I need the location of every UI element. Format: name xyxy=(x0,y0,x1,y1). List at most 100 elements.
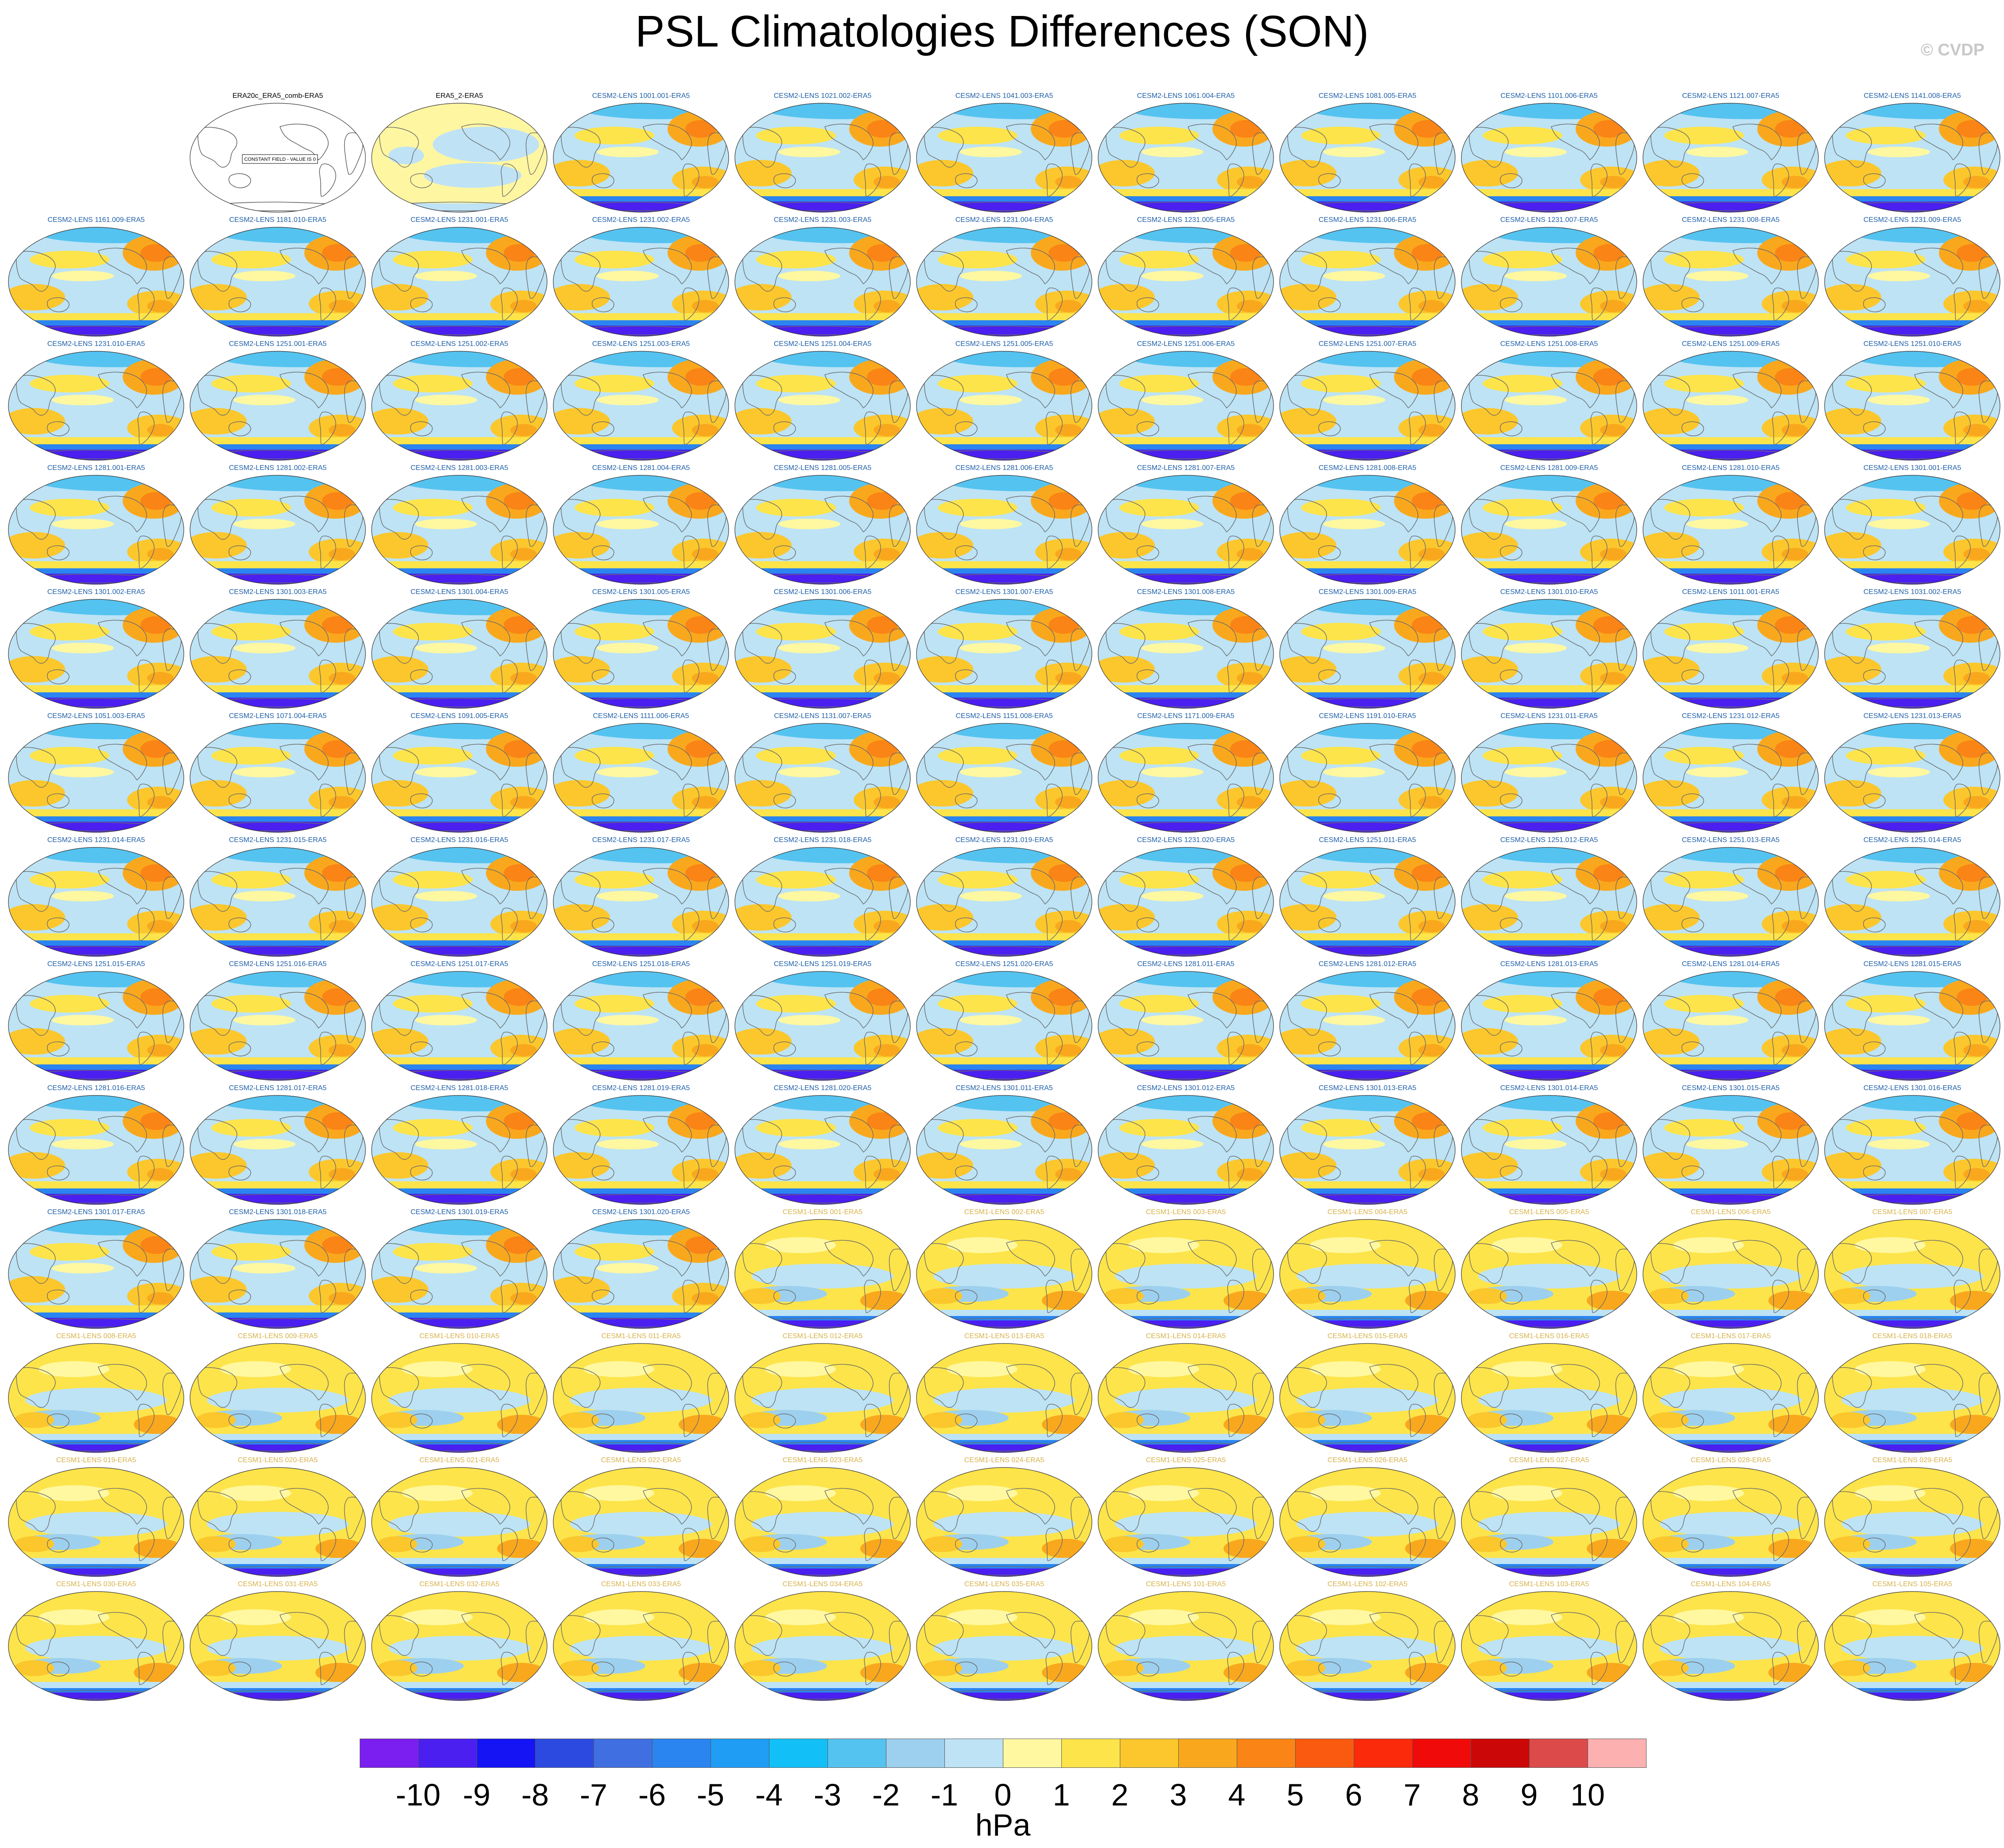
panel-title: CESM2-LENS 1251.017-ERA5 xyxy=(410,960,509,968)
field-tropical-low xyxy=(1478,1388,1620,1413)
map-border xyxy=(1461,351,1637,461)
field-southern-band xyxy=(190,1434,365,1440)
coastline-1 xyxy=(1681,1662,1704,1677)
field-south-atlantic-high xyxy=(1768,1415,1817,1434)
field-tropical-low xyxy=(570,1512,712,1537)
field-tropical-low xyxy=(1841,1636,1983,1661)
map-border xyxy=(734,103,911,213)
coastline-2 xyxy=(280,1364,329,1401)
field-antarctic-low xyxy=(190,822,365,832)
field-antarctic-low xyxy=(8,946,184,956)
field-tropical-low xyxy=(25,1636,167,1661)
field-southern-low xyxy=(553,940,729,946)
coastline-2 xyxy=(1006,372,1055,408)
panel-title: CESM2-LENS 1161.009-ERA5 xyxy=(47,216,145,224)
coastline-0 xyxy=(1468,871,1509,912)
coastline-2 xyxy=(280,1240,329,1277)
field-equatorial-band xyxy=(1686,1015,1748,1025)
field-antarctic-low xyxy=(735,1320,910,1328)
coastline-1 xyxy=(1863,297,1886,312)
panel-title: CESM1-LENS 034-ERA5 xyxy=(782,1580,863,1588)
coastline-3 xyxy=(137,1156,155,1189)
field-southern-ring-high xyxy=(1825,313,2000,320)
field-antarctic-low xyxy=(917,1444,1092,1452)
map-border xyxy=(371,227,548,337)
map-border xyxy=(1461,475,1637,585)
map-panel: CESM2-LENS 1151.008-ERA5 xyxy=(913,711,1095,835)
colorbar-swatch xyxy=(652,1739,711,1768)
map-panel: CESM2-LENS 1101.006-ERA5 xyxy=(1458,91,1640,215)
coastline-1 xyxy=(1681,669,1704,684)
field-atlantic-high-core xyxy=(1957,616,1988,634)
coastline-1 xyxy=(1318,421,1341,436)
field-southern-low xyxy=(1461,568,1637,574)
field-southern-ring-high xyxy=(553,437,729,444)
colorbar-swatch xyxy=(1178,1739,1237,1768)
map-panel: CESM1-LENS 007-ERA5 xyxy=(1821,1207,2003,1331)
field-indian-high xyxy=(735,408,792,435)
coastline-3 xyxy=(1409,1280,1426,1313)
map-panel: CESM2-LENS 1251.015-ERA5 xyxy=(5,959,187,1083)
field-antarctic-low xyxy=(1643,946,1818,956)
psl-difference-map xyxy=(1461,1219,1637,1329)
field-south-atlantic-high xyxy=(315,1663,364,1682)
map-panel: CESM2-LENS 1281.006-ERA5 xyxy=(913,463,1095,587)
field-southern-ring-high xyxy=(917,313,1092,320)
field-equatorial-band xyxy=(597,767,659,777)
coastline-3 xyxy=(1954,1280,1971,1313)
colorbar-swatch xyxy=(1412,1739,1471,1768)
psl-difference-map xyxy=(734,599,911,709)
field-antarctic-low xyxy=(1643,202,1818,212)
coastline-3 xyxy=(319,1528,336,1561)
map-border xyxy=(553,475,729,585)
field-southern-ring-high xyxy=(190,933,365,940)
panel-title: CESM1-LENS 032-ERA5 xyxy=(419,1580,500,1588)
panel-title: CESM1-LENS 006-ERA5 xyxy=(1690,1208,1771,1216)
coastline-0 xyxy=(742,623,782,664)
map-panel: CESM2-LENS 1021.002-ERA5 xyxy=(732,91,913,215)
field-equatorial-band xyxy=(415,643,477,653)
map-panel: CESM1-LENS 028-ERA5 xyxy=(1640,1455,1821,1579)
field-southern-ring-high xyxy=(8,437,184,444)
map-border xyxy=(1461,971,1637,1081)
field-north-pacific xyxy=(1491,1485,1562,1501)
field-equatorial-band xyxy=(233,395,295,405)
coastline-1 xyxy=(47,1289,70,1304)
map-border xyxy=(8,1343,184,1453)
panel-title: CESM2-LENS 1061.004-ERA5 xyxy=(1137,92,1235,100)
field-southern-low xyxy=(735,320,910,326)
field-indian-high xyxy=(1098,284,1155,311)
field-antarctic-low xyxy=(1825,698,2000,708)
map-border xyxy=(1643,1343,1819,1453)
map-panel: CESM2-LENS 1251.006-ERA5 xyxy=(1095,339,1277,463)
map-border xyxy=(371,847,548,957)
map-panel: CESM1-LENS 016-ERA5 xyxy=(1458,1331,1640,1455)
psl-difference-map xyxy=(553,475,729,585)
psl-difference-map xyxy=(1461,227,1637,337)
field-indian-high xyxy=(14,1412,54,1428)
field-indian-high xyxy=(377,1412,417,1428)
psl-difference-map xyxy=(1643,103,1819,213)
field-atlantic-high-core xyxy=(1049,988,1080,1006)
coastline-1 xyxy=(773,297,796,312)
field-tropical-low xyxy=(1478,1636,1620,1661)
panel-title: CESM2-LENS 1251.003-ERA5 xyxy=(592,340,690,348)
field-indian-high xyxy=(377,1536,417,1552)
field-equatorial-band xyxy=(52,1263,114,1273)
coastline-3 xyxy=(501,1404,518,1437)
coastline-1 xyxy=(955,1041,978,1056)
panel-title: CESM2-LENS 1071.004-ERA5 xyxy=(229,712,327,720)
coastline-1 xyxy=(410,1165,433,1180)
field-southern-low xyxy=(553,568,729,574)
coastline-0 xyxy=(379,1615,419,1656)
panel-title: CESM2-LENS 1281.008-ERA5 xyxy=(1318,464,1417,472)
field-equatorial-band xyxy=(415,519,477,529)
field-pacific-high xyxy=(1119,995,1199,1013)
coastline-3 xyxy=(1045,1404,1063,1437)
map-border xyxy=(1824,723,2000,833)
coastline-3 xyxy=(137,536,155,569)
field-antarctic-low xyxy=(372,574,547,584)
field-tropical-low xyxy=(933,1636,1075,1661)
field-southern-low xyxy=(372,320,547,326)
map-panel: CESM2-LENS 1301.002-ERA5 xyxy=(5,587,187,711)
